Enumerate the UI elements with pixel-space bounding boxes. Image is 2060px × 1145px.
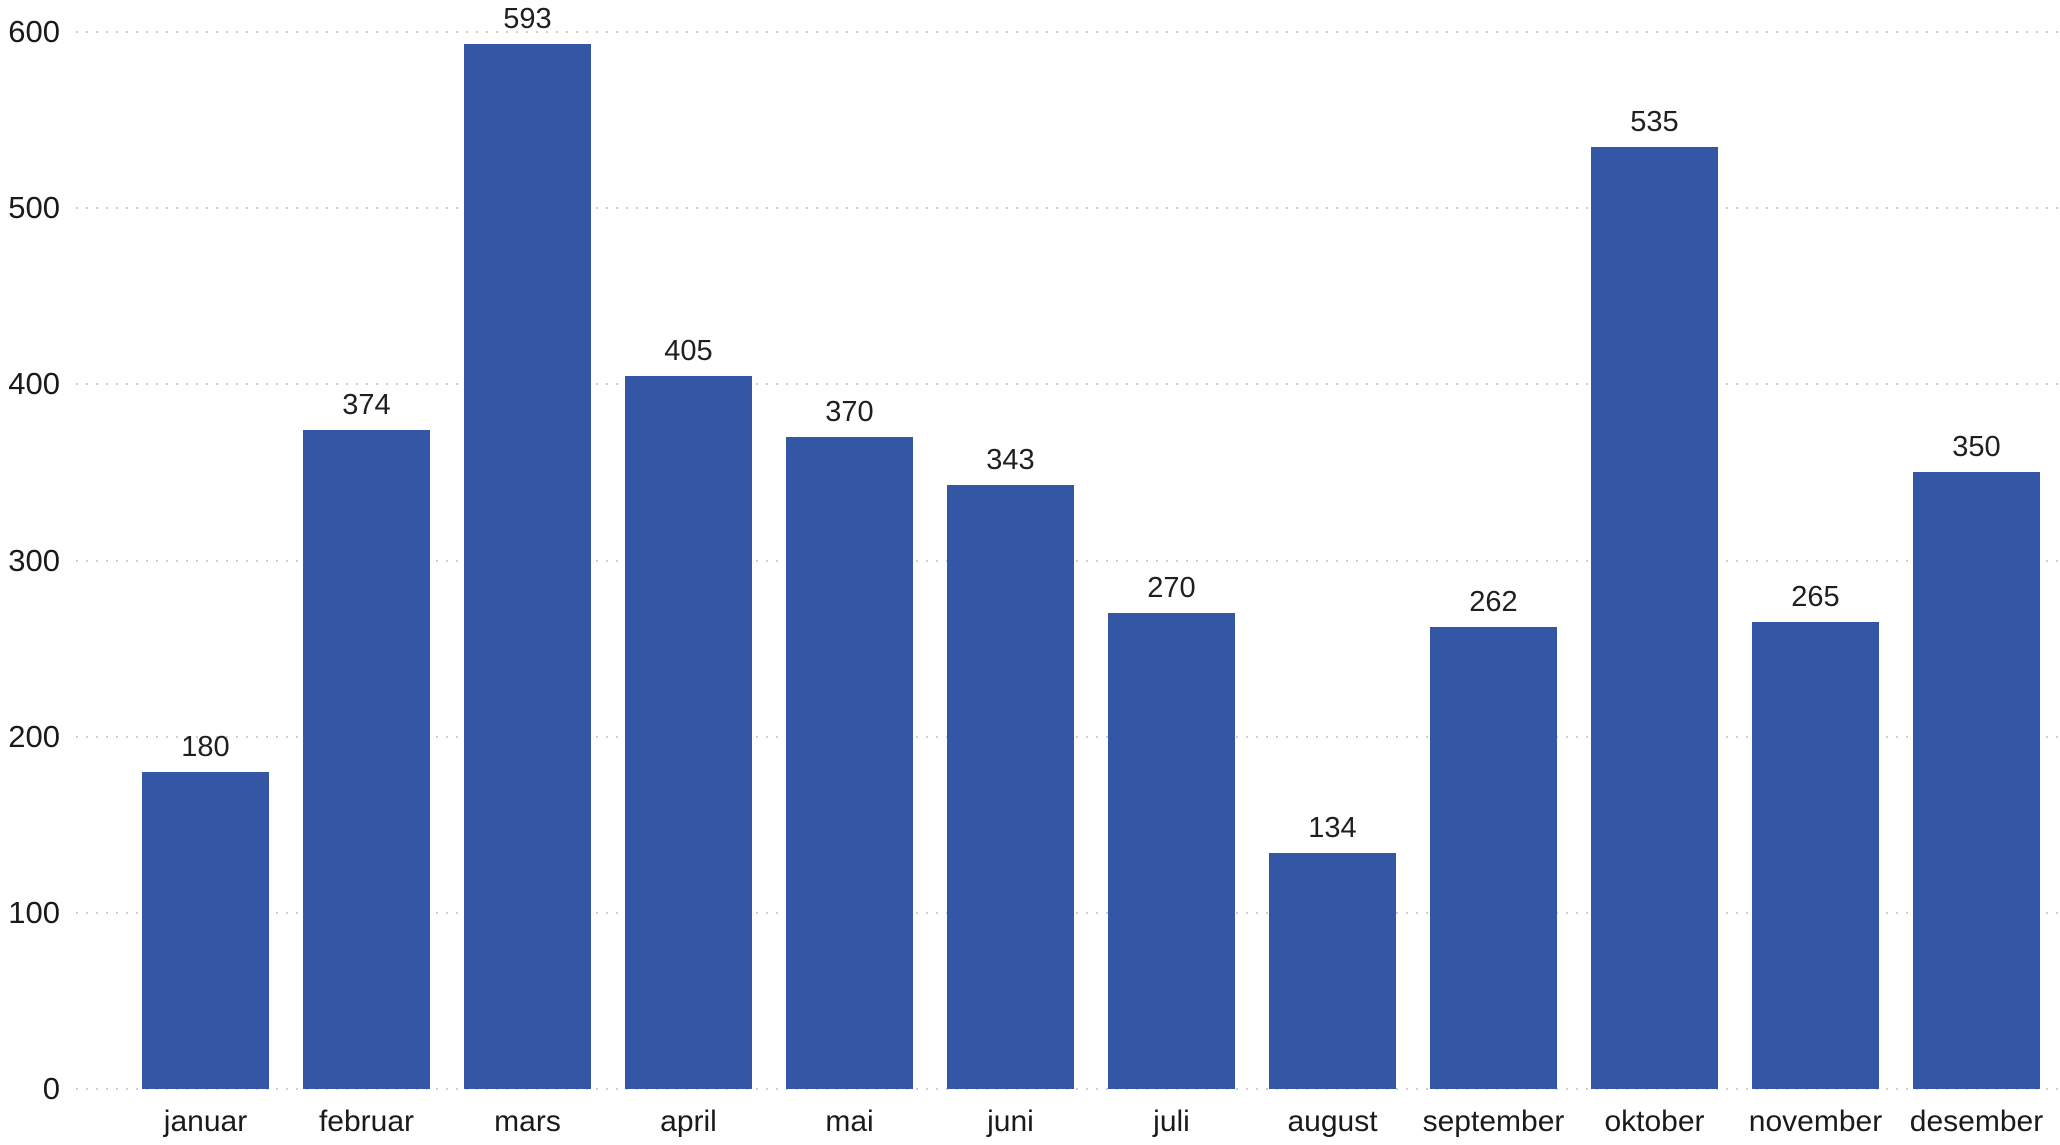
bar-slot: 343 juni [930,32,1091,1138]
bar-slot: 265 november [1735,32,1896,1138]
bar-value-label: 350 [1952,431,2001,464]
x-axis-category-label: august [1287,1105,1378,1138]
bar-value-label: 405 [664,334,713,367]
gridline [76,383,2060,386]
bar-slot: 405 april [608,32,769,1138]
bar-slot: 374 februar [286,32,447,1138]
bar [786,437,913,1089]
bar [1752,622,1879,1089]
y-axis-tick-label: 600 [8,14,60,49]
bar-slot: 593 mars [447,3,608,1138]
gridline [76,207,2060,210]
bar [947,484,1074,1089]
bar-slot: 535 oktober [1574,32,1735,1138]
bar-slot: 270 juli [1091,32,1252,1138]
y-axis-tick-label: 0 [42,1071,60,1106]
x-axis-category-label: juni [987,1105,1034,1138]
bar [1108,613,1235,1089]
bar-slot: 350 desember [1896,32,2057,1138]
bar-slot: 370 mai [769,32,930,1138]
gridline [76,1088,2060,1090]
x-axis-category-label: mars [494,1105,561,1138]
bars-layer: 180 januar 374 februar 593 mars 405 april 370 mai… [125,3,2057,1138]
bar [625,375,752,1089]
gridline [76,31,2060,33]
bar-value-label: 374 [342,389,391,422]
y-axis-tick-label: 200 [8,718,60,754]
y-axis-tick-label: 300 [8,542,60,578]
x-axis-category-label: desember [1909,1105,2044,1138]
y-axis: 0 100 200 300 400 500 600 [0,14,60,1106]
bar [464,44,591,1089]
bar-value-label: 593 [503,3,552,36]
bar-value-label: 535 [1630,105,1679,138]
bar [1913,472,2040,1089]
bar-slot: 262 september [1413,32,1574,1138]
bar-value-label: 262 [1469,586,1518,619]
bar [1269,852,1396,1089]
x-axis-category-label: oktober [1604,1105,1705,1138]
y-axis-tick-label: 400 [8,366,60,402]
x-axis-category-label: april [660,1105,717,1138]
bar-value-label: 343 [986,443,1035,476]
bar-value-label: 270 [1147,572,1196,605]
bar-value-label: 370 [825,396,874,429]
y-axis-tick-label: 500 [8,190,60,226]
bar [303,430,430,1089]
x-axis-category-label: januar [163,1105,248,1138]
bar [1430,627,1557,1089]
x-axis-category-label: september [1422,1105,1565,1138]
x-axis-category-label: mai [825,1105,874,1138]
x-axis-category-label: juli [1153,1105,1190,1138]
bar-value-label: 265 [1791,581,1840,614]
bar-slot: 134 august [1252,32,1413,1138]
bar [1591,146,1718,1089]
bar-slot: 180 januar [125,32,286,1138]
y-axis-tick-label: 100 [8,894,60,930]
x-axis-category-label: februar [318,1105,415,1138]
bar-value-label: 134 [1308,811,1357,844]
bar-value-label: 180 [181,730,230,763]
bar [142,771,269,1089]
x-axis-category-label: november [1748,1105,1883,1138]
